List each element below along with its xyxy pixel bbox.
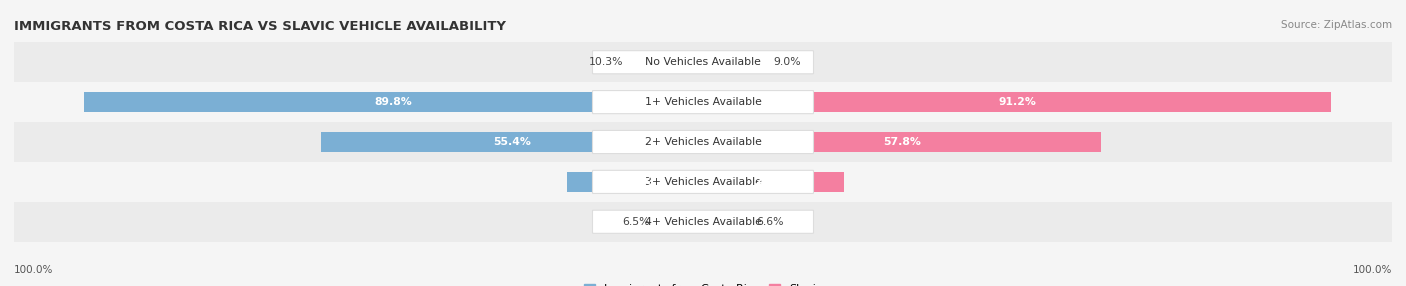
Text: 100.0%: 100.0% xyxy=(1353,265,1392,275)
Bar xyxy=(14,42,1392,82)
Text: 6.5%: 6.5% xyxy=(623,217,650,227)
Bar xyxy=(567,172,703,192)
Text: 3+ Vehicles Available: 3+ Vehicles Available xyxy=(644,177,762,187)
FancyBboxPatch shape xyxy=(592,130,814,154)
FancyBboxPatch shape xyxy=(592,51,814,74)
Text: No Vehicles Available: No Vehicles Available xyxy=(645,57,761,67)
Text: 4+ Vehicles Available: 4+ Vehicles Available xyxy=(644,217,762,227)
Bar xyxy=(14,162,1392,202)
Bar xyxy=(703,211,748,232)
Text: 19.7%: 19.7% xyxy=(616,177,654,187)
Bar xyxy=(658,211,703,232)
Bar xyxy=(14,82,1392,122)
Bar xyxy=(703,92,1331,112)
Text: 20.4%: 20.4% xyxy=(754,177,792,187)
Bar xyxy=(703,172,844,192)
Bar xyxy=(322,132,703,152)
Legend: Immigrants from Costa Rica, Slavic: Immigrants from Costa Rica, Slavic xyxy=(583,284,823,286)
Text: IMMIGRANTS FROM COSTA RICA VS SLAVIC VEHICLE AVAILABILITY: IMMIGRANTS FROM COSTA RICA VS SLAVIC VEH… xyxy=(14,20,506,33)
Bar xyxy=(84,92,703,112)
FancyBboxPatch shape xyxy=(592,170,814,193)
Text: 91.2%: 91.2% xyxy=(998,97,1036,107)
Bar xyxy=(703,132,1101,152)
Bar xyxy=(703,52,765,73)
Text: 2+ Vehicles Available: 2+ Vehicles Available xyxy=(644,137,762,147)
Bar xyxy=(14,202,1392,242)
FancyBboxPatch shape xyxy=(592,210,814,233)
Text: 100.0%: 100.0% xyxy=(14,265,53,275)
Text: 6.6%: 6.6% xyxy=(756,217,785,227)
Text: 55.4%: 55.4% xyxy=(494,137,531,147)
FancyBboxPatch shape xyxy=(592,91,814,114)
Text: 57.8%: 57.8% xyxy=(883,137,921,147)
Text: 9.0%: 9.0% xyxy=(773,57,801,67)
Text: 10.3%: 10.3% xyxy=(589,57,624,67)
Text: 89.8%: 89.8% xyxy=(375,97,412,107)
Text: Source: ZipAtlas.com: Source: ZipAtlas.com xyxy=(1281,20,1392,30)
Bar xyxy=(633,52,703,73)
Bar xyxy=(14,122,1392,162)
Text: 1+ Vehicles Available: 1+ Vehicles Available xyxy=(644,97,762,107)
